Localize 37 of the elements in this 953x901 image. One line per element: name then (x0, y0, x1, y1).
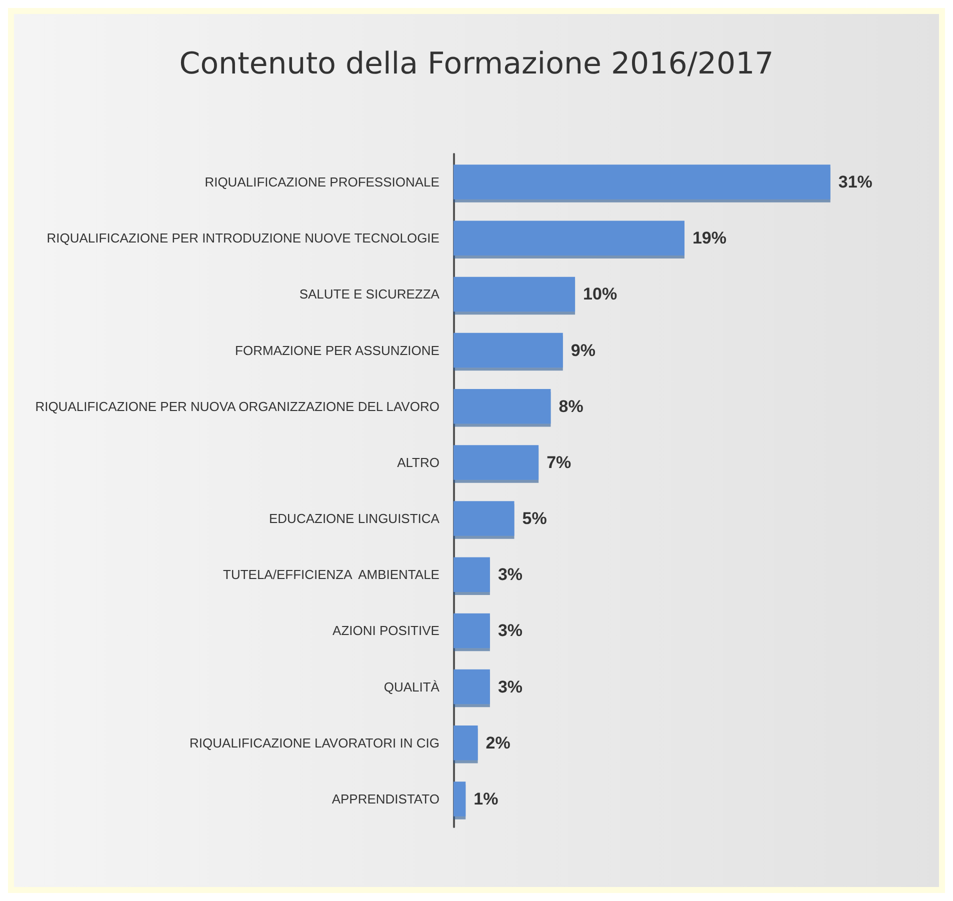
bar (453, 445, 539, 480)
data-label: 5% (522, 509, 547, 528)
bar (453, 388, 551, 424)
data-label: 3% (498, 677, 523, 696)
y-tick-label: SALUTE E SICUREZZA (299, 286, 440, 302)
bar (453, 669, 490, 704)
data-label: 31% (838, 172, 872, 192)
data-label: 2% (486, 733, 510, 752)
y-tick-label: TUTELA/EFFICIENZA AMBIENTALE (223, 567, 440, 582)
y-tick-label: RIQUALIFICAZIONE PER NUOVA ORGANIZZAZIONE DEL LAVORO (35, 398, 440, 414)
data-label: 7% (546, 452, 572, 472)
data-label: 19% (692, 228, 727, 248)
data-label: 10% (583, 284, 618, 304)
y-tick-label: EDUCAZIONE LINGUISTICA (269, 511, 440, 526)
y-tick-label: QUALITÀ (384, 679, 440, 694)
y-tick-label: FORMAZIONE PER ASSUNZIONE (235, 342, 440, 358)
bar (453, 613, 490, 648)
data-label: 3% (498, 565, 523, 584)
chart-title: Contenuto della Formazione 2016/2017 (179, 46, 774, 82)
bar (453, 725, 478, 760)
bar (453, 164, 830, 200)
bar (453, 220, 684, 256)
bar (453, 276, 576, 312)
bar (453, 501, 514, 536)
data-label: 8% (558, 396, 584, 416)
y-tick-label: ALTRO (397, 454, 440, 470)
data-label: 1% (474, 789, 498, 808)
data-label: 3% (498, 621, 523, 640)
data-label: 9% (570, 340, 596, 360)
y-tick-label: AZIONI POSITIVE (332, 623, 440, 638)
bar (453, 332, 563, 368)
y-tick-label: RIQUALIFICAZIONE LAVORATORI IN CIG (190, 735, 440, 750)
y-tick-label: APPRENDISTATO (332, 791, 440, 806)
y-tick-label: RIQUALIFICAZIONE PER INTRODUZIONE NUOVE TECNOLOGIE (46, 230, 440, 246)
bar (453, 782, 466, 816)
bar (453, 557, 490, 592)
y-tick-label: RIQUALIFICAZIONE PROFESSIONALE (204, 174, 440, 190)
